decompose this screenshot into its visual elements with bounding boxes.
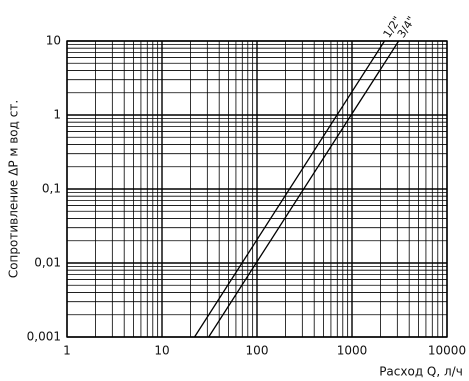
y-tick-label: 0,1: [42, 182, 61, 196]
y-tick-label: 0,01: [34, 256, 61, 270]
x-tick-label: 100: [246, 344, 269, 358]
plot-frame: [66, 40, 448, 338]
x-tick-label: 10: [154, 344, 169, 358]
y-tick-label: 1: [53, 108, 61, 122]
x-axis-label: Расход Q, л/ч: [379, 365, 463, 379]
series-line: [208, 40, 400, 338]
x-tick-label: 1: [63, 344, 71, 358]
x-tick-label: 1000: [337, 344, 368, 358]
y-tick-label: 10: [46, 34, 61, 48]
y-tick-label: 0,001: [27, 330, 61, 344]
series-line: [193, 40, 386, 338]
y-axis-label: Сопротивление ΔР м вод ст.: [7, 100, 21, 278]
x-tick-label: 10000: [428, 344, 466, 358]
